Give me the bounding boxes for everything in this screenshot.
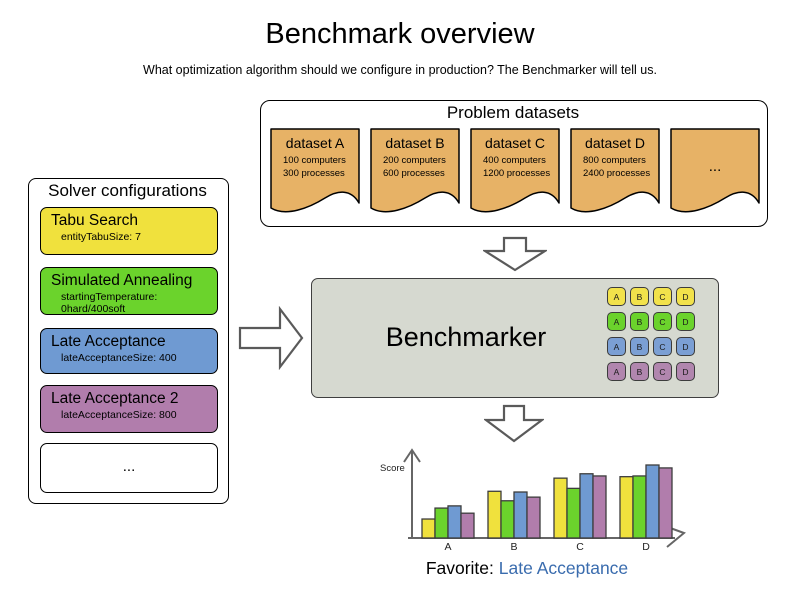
bar-c-2: [579, 473, 594, 539]
bar-d-1: [632, 475, 647, 539]
solver-param: lateAcceptanceSize: 800: [61, 409, 177, 421]
bar-d-0: [619, 476, 634, 539]
solver-name: Simulated Annealing: [51, 272, 193, 289]
dataset-card-more: ...: [670, 128, 760, 215]
score-bar-chart: Score A B C D: [380, 448, 686, 553]
dataset-computers: 100 computers: [283, 155, 346, 166]
dataset-card-b: dataset B 200 computers 600 processes: [370, 128, 460, 215]
dataset-processes: 600 processes: [383, 168, 445, 179]
benchmark-chip-d: D: [676, 362, 695, 381]
solver-configurations-title: Solver configurations: [48, 181, 207, 200]
benchmark-chip-b: B: [630, 287, 649, 306]
document-shape-icon: [370, 128, 460, 213]
benchmark-chip-d: D: [676, 312, 695, 331]
dataset-name: dataset A: [285, 135, 345, 151]
arrow-down-results-icon: [484, 404, 544, 443]
category-label-c: C: [576, 541, 584, 553]
document-shape-icon: [470, 128, 560, 213]
favorite-label: Favorite:: [425, 558, 499, 578]
y-axis-arrow-icon: [403, 448, 421, 463]
favorite-value: Late Acceptance: [498, 558, 629, 578]
bar-b-2: [513, 491, 528, 539]
solver-param: lateAcceptanceSize: 400: [61, 352, 177, 364]
solver-card-late-acceptance: Late Acceptance lateAcceptanceSize: 400: [40, 328, 218, 374]
bar-d-3: [658, 467, 673, 539]
benchmark-chip-c: C: [653, 362, 672, 381]
benchmark-chip-b: B: [630, 337, 649, 356]
benchmark-chip-a: A: [607, 287, 626, 306]
benchmark-chip-c: C: [653, 312, 672, 331]
bar-d-2: [645, 464, 660, 539]
benchmark-chip-c: C: [653, 337, 672, 356]
bar-c-0: [553, 477, 568, 539]
dataset-processes: 2400 processes: [583, 168, 651, 179]
solver-card-more: ...: [40, 443, 218, 493]
dataset-computers: 400 computers: [483, 155, 546, 166]
benchmark-chip-d: D: [676, 337, 695, 356]
bar-a-2: [447, 505, 462, 539]
solver-card-late-acceptance-2: Late Acceptance 2 lateAcceptanceSize: 80…: [40, 385, 218, 433]
y-axis-label: Score: [380, 463, 405, 474]
category-label-a: A: [444, 541, 451, 553]
bar-c-3: [592, 475, 607, 539]
benchmark-chip-a: A: [607, 312, 626, 331]
bar-a-1: [434, 507, 449, 539]
document-shape-icon: [670, 128, 760, 213]
solver-card-simulated-annealing: Simulated Annealing startingTemperature:…: [40, 267, 218, 315]
bar-a-3: [460, 512, 475, 539]
bar-b-1: [500, 500, 515, 539]
dataset-card-a: dataset A 100 computers 300 processes: [270, 128, 360, 215]
benchmarker-label: Benchmarker: [385, 322, 547, 352]
bar-a-0: [421, 518, 436, 539]
dataset-computers: 200 computers: [383, 155, 446, 166]
document-shape-icon: [270, 128, 360, 213]
benchmark-chip-a: A: [607, 337, 626, 356]
benchmark-chip-c: C: [653, 287, 672, 306]
solver-name: Late Acceptance 2: [51, 390, 179, 407]
document-shape-icon: [570, 128, 660, 213]
benchmark-chip-b: B: [630, 362, 649, 381]
dataset-name: dataset B: [385, 135, 445, 151]
solver-card-tabu-search: Tabu Search entityTabuSize: 7: [40, 207, 218, 255]
solver-param: startingTemperature: 0hard/400soft: [61, 291, 158, 315]
page-subtitle: What optimization algorithm should we co…: [143, 63, 657, 77]
solver-name: Tabu Search: [51, 212, 139, 229]
dataset-ellipsis: ...: [708, 158, 722, 175]
problem-datasets-title: Problem datasets: [446, 103, 580, 122]
bar-b-0: [487, 490, 502, 539]
dataset-card-c: dataset C 400 computers 1200 processes: [470, 128, 560, 215]
solver-name: Late Acceptance: [51, 333, 166, 350]
solver-param: entityTabuSize: 7: [61, 231, 141, 243]
category-label-b: B: [510, 541, 517, 553]
category-label-d: D: [642, 541, 650, 553]
dataset-name: dataset C: [485, 135, 545, 151]
solver-ellipsis: ...: [122, 458, 136, 475]
arrow-down-datasets-icon: [483, 236, 547, 272]
dataset-card-d: dataset D 800 computers 2400 processes: [570, 128, 660, 215]
arrow-right-icon: [238, 306, 304, 370]
page-title: Benchmark overview: [265, 18, 535, 50]
dataset-computers: 800 computers: [583, 155, 646, 166]
benchmarker-box: [311, 278, 719, 398]
favorite-line: Favorite: Late Acceptance: [352, 558, 702, 579]
dataset-name: dataset D: [585, 135, 645, 151]
dataset-processes: 300 processes: [283, 168, 345, 179]
bar-c-1: [566, 487, 581, 539]
benchmark-chip-b: B: [630, 312, 649, 331]
bar-b-3: [526, 496, 541, 539]
benchmark-chip-d: D: [676, 287, 695, 306]
benchmark-chip-a: A: [607, 362, 626, 381]
dataset-processes: 1200 processes: [483, 168, 551, 179]
